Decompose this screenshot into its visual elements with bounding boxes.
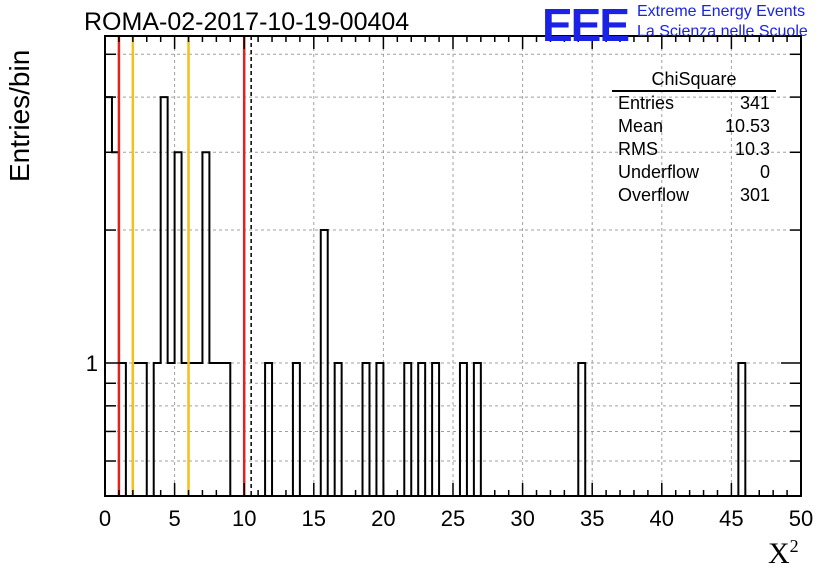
histogram-bin (175, 152, 182, 496)
reference-lines (117, 36, 252, 496)
stats-title: ChiSquare (612, 68, 776, 92)
histogram-bin (202, 152, 209, 496)
stats-row-overflow: Overflow 301 (612, 184, 776, 207)
y-axis-label: Entries/bin (4, 49, 35, 182)
stats-row-rms: RMS 10.3 (612, 138, 776, 161)
x-tick-label: 50 (789, 506, 813, 531)
stats-label: Overflow (618, 185, 690, 205)
x-tick-label: 30 (510, 506, 534, 531)
histogram-bin (161, 97, 168, 496)
stats-row-entries: Entries 341 (612, 92, 776, 115)
x-tick-label: 40 (650, 506, 674, 531)
stats-row-underflow: Underflow 0 (612, 161, 776, 184)
stats-label: Underflow (618, 162, 700, 182)
x-axis-label-symbol: X (768, 537, 790, 570)
x-tick-label: 10 (232, 506, 256, 531)
stats-value: 301 (739, 185, 770, 205)
stats-label: Mean (618, 116, 664, 136)
logo-line-1: Extreme Energy Events (637, 3, 806, 20)
x-tick-label: 45 (719, 506, 743, 531)
x-axis-label: X2 (768, 536, 799, 571)
x-tick-label: 25 (441, 506, 465, 531)
x-tick-label: 5 (168, 506, 180, 531)
axis-ticks (104, 36, 802, 497)
eee-logo: EEE (542, 0, 630, 51)
stats-box: ChiSquare Entries 341 Mean 10.53 RMS 10.… (612, 68, 776, 207)
stats-row-mean: Mean 10.53 (612, 115, 776, 138)
y-tick-label: 1 (86, 351, 98, 376)
stats-value: 10.3 (734, 139, 770, 159)
stats-value: 0 (759, 162, 770, 182)
chart-title: ROMA-02-2017-10-19-00404 (84, 8, 410, 36)
tick-labels: 0 5 10 15 20 25 30 35 40 45 50 1 (86, 351, 813, 531)
stats-value: 341 (739, 93, 770, 113)
stats-label: Entries (618, 93, 675, 113)
histogram-bin (105, 97, 112, 496)
x-tick-label: 20 (371, 506, 395, 531)
x-tick-label: 35 (580, 506, 604, 531)
x-tick-label: 0 (99, 506, 111, 531)
x-axis-label-superscript: 2 (789, 536, 799, 556)
x-tick-label: 15 (302, 506, 326, 531)
logo-line-2: La Scienza nelle Scuole (637, 23, 808, 40)
stats-label: RMS (618, 139, 658, 159)
stats-value: 10.53 (724, 116, 770, 136)
